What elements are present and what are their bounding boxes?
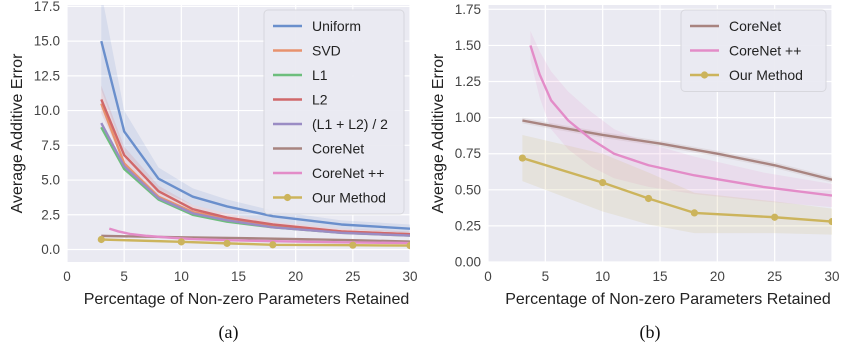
y-tick-label: 12.5 <box>34 68 60 83</box>
confidence-band <box>101 85 410 237</box>
x-axis-label: Percentage of Non-zero Parameters Retain… <box>505 291 831 308</box>
legend-label: (L1 + L2) / 2 <box>312 116 388 132</box>
legend-label: L2 <box>312 92 328 108</box>
legend-label: CoreNet ++ <box>729 43 801 59</box>
x-tick-label: 5 <box>120 269 128 284</box>
series-line <box>100 40 410 230</box>
data-point <box>269 241 277 249</box>
x-tick-label: 0 <box>63 269 71 284</box>
confidence-band <box>522 134 832 235</box>
y-axis-label: Average Additive Error <box>430 53 447 213</box>
x-tick-label: 15 <box>231 269 246 284</box>
x-tick-label: 25 <box>767 269 782 284</box>
x-tick-label: 20 <box>710 269 725 284</box>
data-point <box>644 194 653 203</box>
y-tick-label: 7.5 <box>41 138 60 153</box>
data-point <box>349 241 357 249</box>
data-point <box>97 235 105 244</box>
data-point <box>518 154 527 162</box>
legend-label: CoreNet ++ <box>312 165 384 181</box>
data-point <box>690 209 699 217</box>
y-tick-label: 0.00 <box>455 255 481 270</box>
series-line <box>101 234 410 243</box>
legend: Uniform SVD L1 L2 (L1 + L2) / 2 CoreNet CoreNe… <box>263 9 405 215</box>
y-axis-label: Average Additive Error <box>9 53 26 213</box>
series-line <box>101 238 410 247</box>
x-tick-label: 15 <box>652 269 667 284</box>
data-point <box>828 217 832 226</box>
y-tick-label: 0.75 <box>455 146 481 161</box>
panel-label: (a) <box>219 322 239 343</box>
y-tick-label: 15.0 <box>34 34 60 49</box>
legend-label: L1 <box>312 67 328 83</box>
x-tick-label: 25 <box>345 269 360 284</box>
x-tick-label: 0 <box>484 269 492 284</box>
x-tick-label: 10 <box>174 269 189 284</box>
y-tick-label: 5.0 <box>41 173 60 188</box>
chart-panel-0: 0 5 10 15 20 25 30 0.0 2.5 5.0 7.5 10.0 12.5 15.0 17.5… <box>9 0 418 343</box>
legend: CoreNet CoreNet ++ Our Method <box>680 9 827 92</box>
legend-marker <box>700 71 709 79</box>
x-tick-label: 30 <box>402 269 417 284</box>
legend-label: Our Method <box>312 190 386 206</box>
y-tick-label: 1.50 <box>455 38 481 53</box>
data-point <box>223 239 231 247</box>
chart-panel-1: 0 5 10 15 20 25 30 0.00 0.25 0.50 0.75 1.00 1.25 1.50… <box>430 2 840 343</box>
series-line <box>100 122 410 237</box>
legend-label: CoreNet <box>729 18 781 34</box>
legend-label: CoreNet <box>312 141 364 157</box>
data-point <box>177 238 185 246</box>
series-line <box>522 156 832 223</box>
y-tick-label: 17.5 <box>34 0 60 14</box>
data-point <box>599 178 607 187</box>
plot-area <box>518 30 832 235</box>
y-tick-label: 1.25 <box>455 74 481 89</box>
series-line <box>100 99 410 236</box>
legend-label: Uniform <box>312 18 361 34</box>
y-tick-label: 2.5 <box>41 207 60 222</box>
y-tick-label: 0.50 <box>455 182 481 197</box>
x-axis-label: Percentage of Non-zero Parameters Retain… <box>84 291 410 308</box>
plot-area <box>97 5 410 250</box>
legend-box <box>680 9 827 92</box>
series-line <box>522 119 832 181</box>
data-point <box>771 213 779 221</box>
x-tick-label: 10 <box>595 269 610 284</box>
legend-box <box>263 9 405 215</box>
x-tick-label: 30 <box>824 269 839 284</box>
y-tick-label: 0.25 <box>455 218 481 233</box>
y-tick-label: 0.0 <box>41 242 60 257</box>
x-tick-label: 5 <box>542 269 550 284</box>
confidence-band <box>530 30 832 208</box>
series-line <box>529 45 832 197</box>
y-tick-label: 1.00 <box>455 110 481 125</box>
legend-label: SVD <box>312 43 341 59</box>
panel-label: (b) <box>640 322 661 343</box>
y-tick-label: 10.0 <box>34 103 60 118</box>
x-tick-label: 20 <box>288 269 303 284</box>
legend-marker <box>283 193 292 202</box>
data-point <box>406 242 410 250</box>
legend-label: Our Method <box>729 67 803 83</box>
y-tick-label: 1.75 <box>455 2 481 17</box>
